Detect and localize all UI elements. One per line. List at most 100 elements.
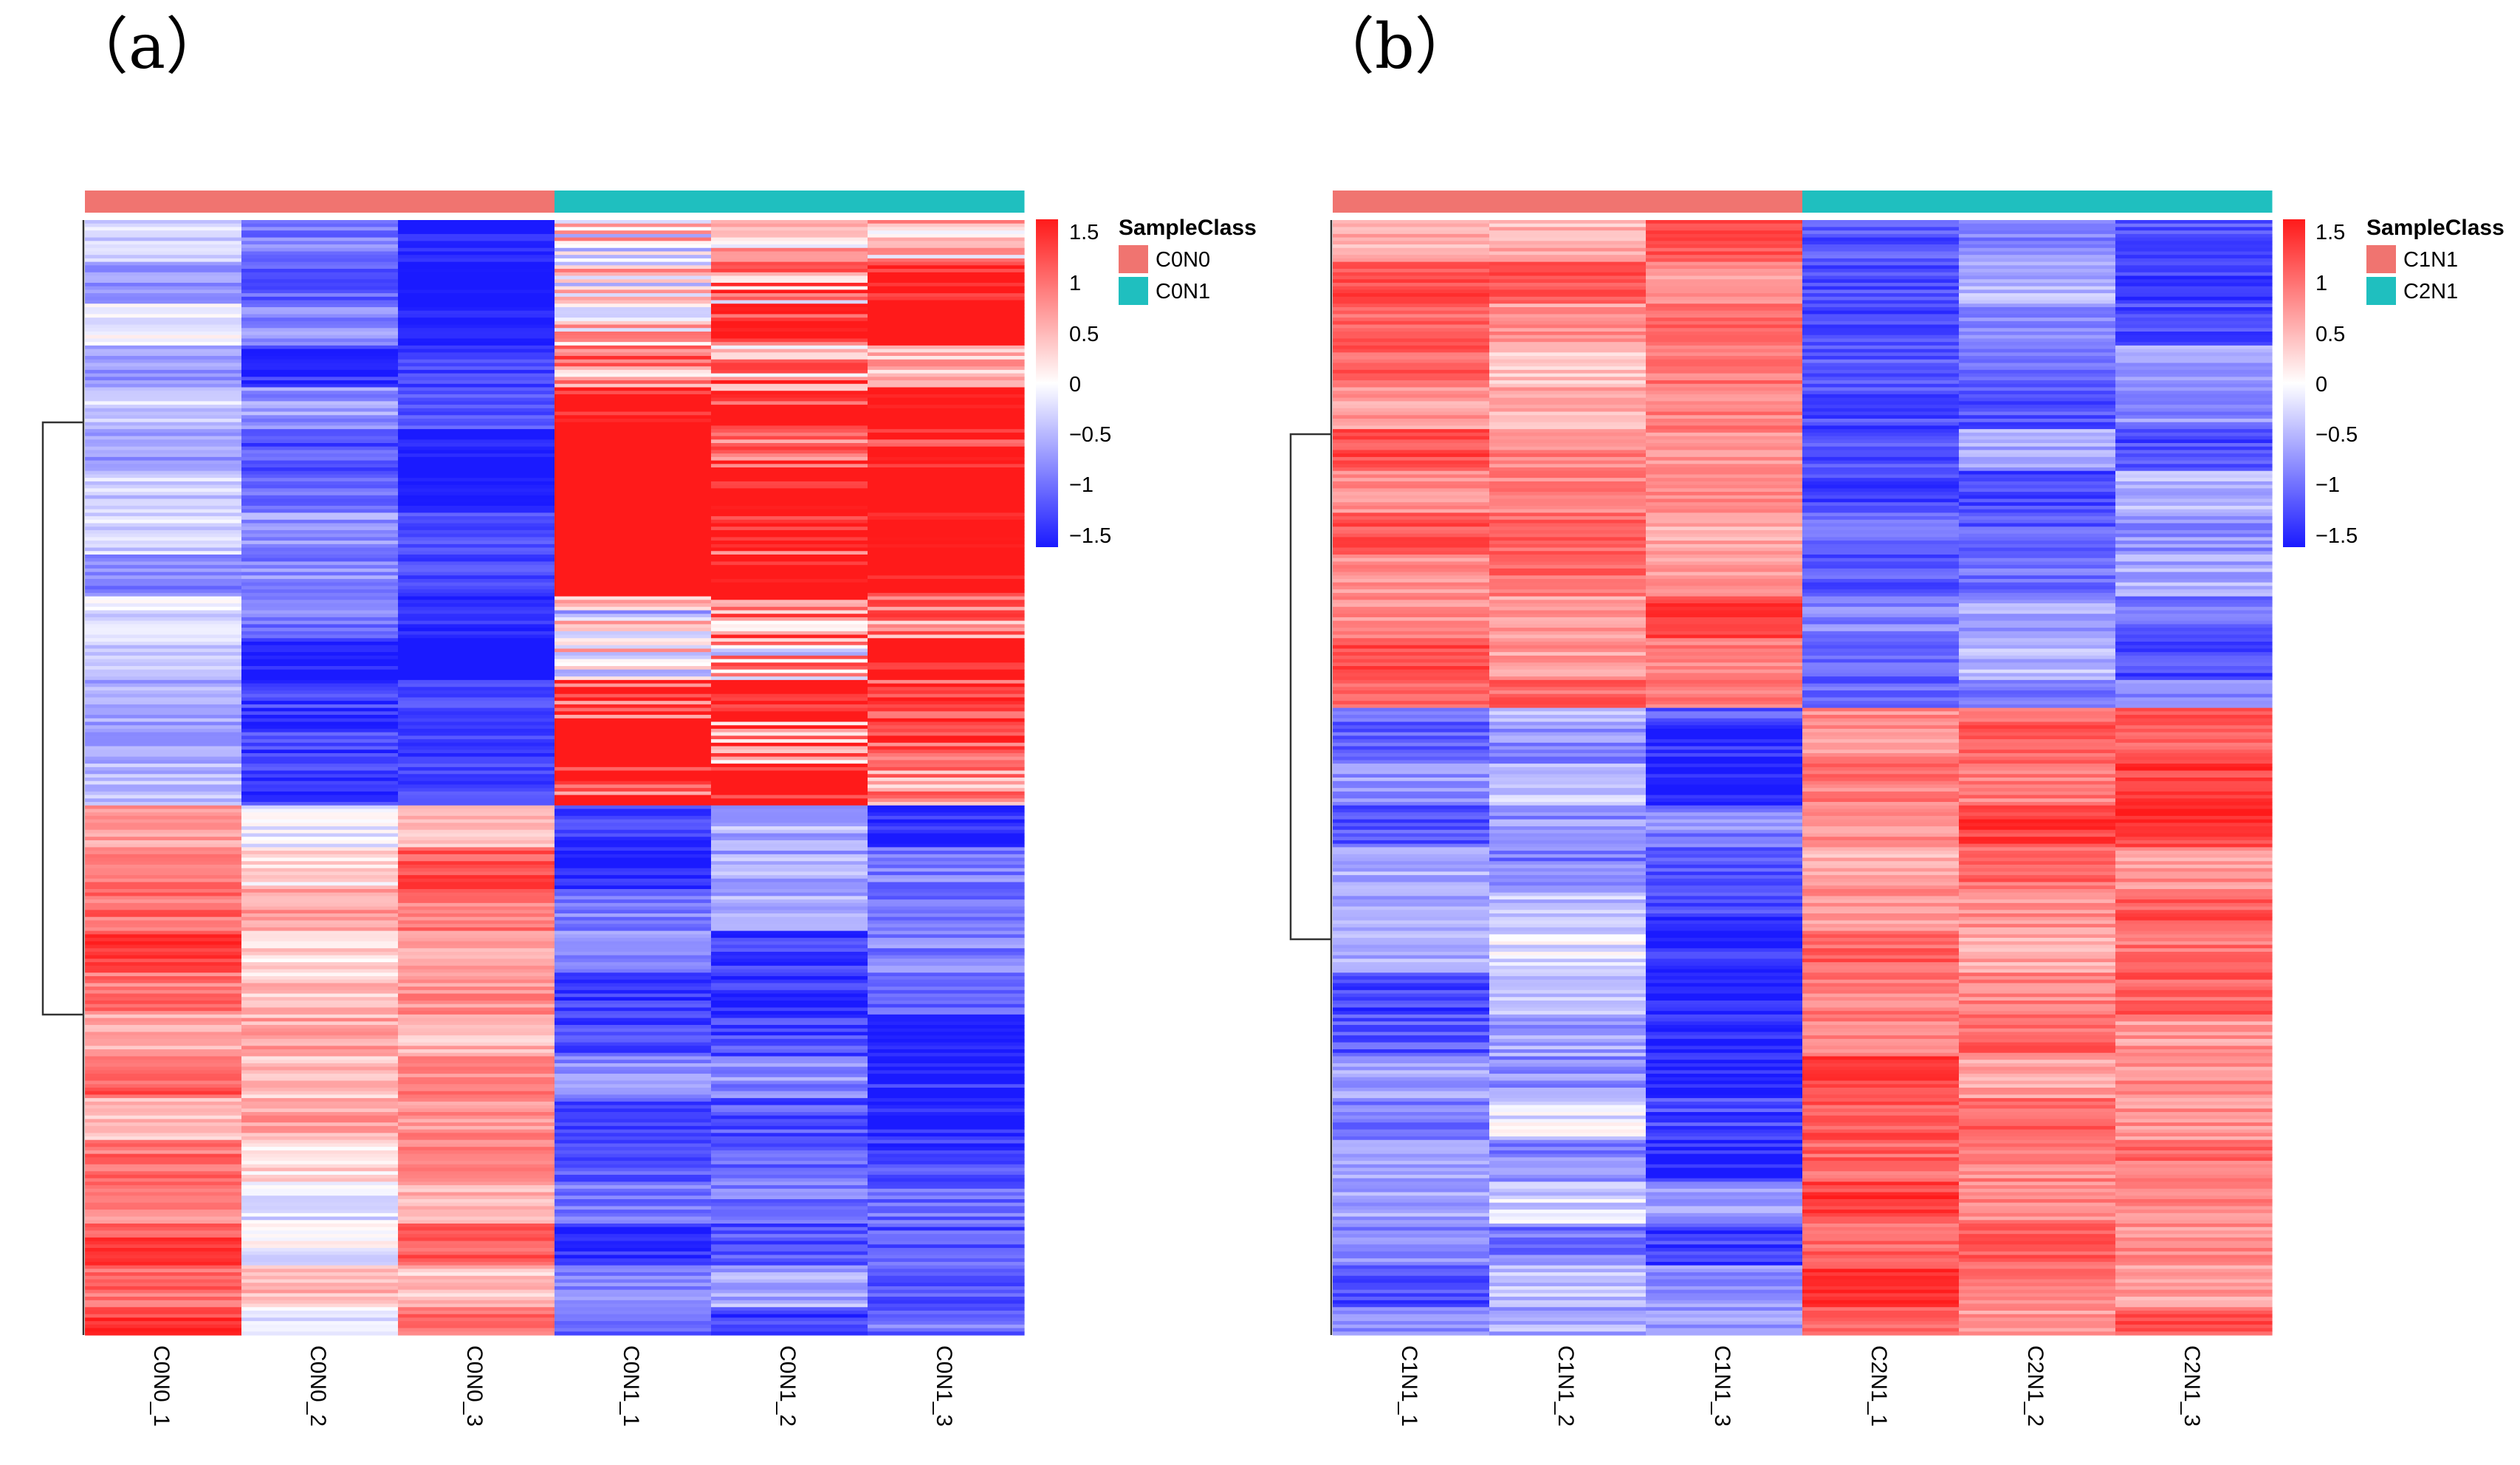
heatmap-cell [241,405,399,409]
heatmap-cell [711,289,868,294]
heatmap-cell [85,1122,242,1127]
heatmap-cell [1802,1328,1960,1332]
heatmap-cell [868,1025,1025,1029]
heatmap-cell [241,1003,399,1009]
heatmap-cell [1802,669,1960,674]
heatmap-cell [1959,338,2116,343]
heatmap-cell [2115,498,2273,503]
heatmap-cell [85,1300,242,1305]
heatmap-cell [1959,1244,2116,1249]
heatmap-cell [1802,1046,1960,1050]
heatmap-cell [1333,614,1490,618]
heatmap-cell [1802,310,1960,315]
legend-swatch-b-1 [2366,277,2396,305]
heatmap-cell [1802,1025,1960,1029]
heatmap-cell [1802,1077,1960,1082]
heatmap-cell [711,634,868,639]
heatmap-cell [1333,1035,1490,1040]
heatmap-cell [555,387,712,391]
heatmap-cell [398,380,555,385]
heatmap-cell [398,1136,555,1141]
heatmap-cell [241,798,399,803]
heatmap-cell [555,220,712,224]
heatmap-cell [1489,289,1647,294]
heatmap-cell [1802,721,1960,726]
heatmap-cell [1333,1052,1490,1057]
heatmap-cell [2115,1087,2273,1092]
heatmap-cell [711,861,868,865]
heatmap-cell [555,547,712,552]
heatmap-cell [1333,1087,1490,1092]
heatmap-cell [2115,261,2273,266]
heatmap-cell [711,955,868,959]
heatmap-cell [868,230,1025,235]
heatmap-cell [1489,1272,1647,1277]
heatmap-cell [711,279,868,284]
heatmap-cell [241,318,399,322]
heatmap-cell [1959,896,2116,900]
heatmap-cell [1489,474,1647,478]
heatmap-cell [241,359,399,364]
heatmap-cell [555,342,712,346]
heatmap-cell [2115,255,2273,259]
heatmap-cell [868,589,1025,594]
heatmap-cell [2115,662,2273,667]
heatmap-cell [868,484,1025,489]
heatmap-cell [241,251,399,255]
heatmap-cell [2115,638,2273,642]
heatmap-cell [711,537,868,541]
heatmap-cell [2115,864,2273,869]
heatmap-cell [1959,1198,2116,1204]
heatmap-cell [85,989,242,995]
heatmap-cell [85,965,242,970]
heatmap-cell [85,1216,242,1221]
heatmap-cell [868,555,1025,559]
heatmap-cell [241,673,399,677]
heatmap-cell [85,1101,242,1106]
heatmap-cell [555,436,712,440]
heatmap-cell [1802,272,1960,277]
heatmap-cell [2115,1011,2273,1015]
heatmap-cell [241,349,399,353]
heatmap-cell [241,1167,399,1172]
heatmap-cell [398,318,555,322]
heatmap-cell [711,467,868,472]
heatmap-cell [1959,774,2116,778]
heatmap-cell [2115,784,2273,789]
heatmap-cell [868,334,1025,340]
heatmap-cell [85,1080,242,1085]
heatmap-cell [85,300,242,304]
heatmap-cell [85,655,242,660]
heatmap-cell [241,484,399,489]
heatmap-cell [398,310,555,315]
heatmap-cell [1646,300,1803,304]
heatmap-cell [398,1105,555,1109]
heatmap-cell [711,572,868,576]
heatmap-cell [1802,1125,1960,1131]
heatmap-cell [85,320,242,326]
heatmap-cell [711,373,868,377]
heatmap-cell [85,780,242,786]
heatmap-cell [398,628,555,632]
heatmap-cell [1802,715,1960,719]
heatmap-cell [1489,906,1647,910]
heatmap-cell [1489,526,1647,531]
heatmap-cell [2115,739,2273,744]
heatmap-cell [711,725,868,730]
heatmap-cell [868,732,1025,736]
heatmap-cell [1333,997,1490,1001]
heatmap-cell [85,415,242,419]
heatmap-cell [711,415,868,419]
heatmap-cell [1802,586,1960,590]
heatmap-cell [868,791,1025,796]
heatmap-cell [1333,634,1490,639]
heatmap-cell [1646,1265,1803,1269]
heatmap-cell [85,310,242,315]
heatmap-cell [1959,972,2116,977]
heatmap-cell [1333,387,1490,391]
heatmap-cell [1802,868,1960,873]
heatmap-cell [555,638,712,642]
heatmap-cell [241,679,399,685]
heatmap-cell [2115,600,2273,604]
heatmap-cell [1489,318,1647,322]
